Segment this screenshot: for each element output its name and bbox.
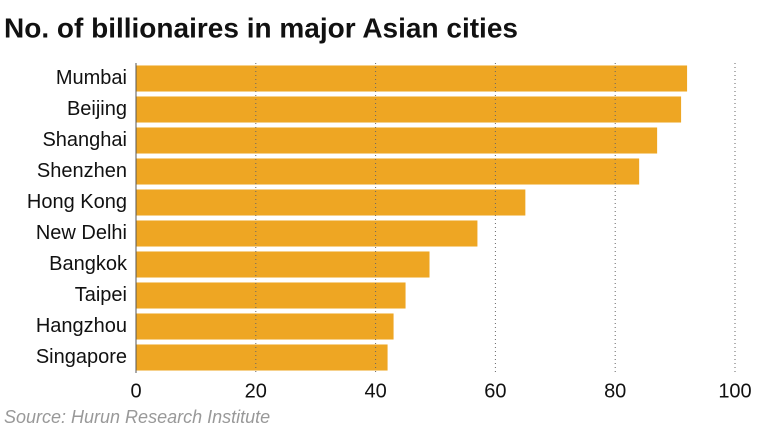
y-tick-label: Shanghai bbox=[42, 129, 127, 151]
y-tick-label: New Delhi bbox=[36, 222, 127, 244]
x-tick-label: 80 bbox=[604, 380, 626, 402]
bar bbox=[136, 344, 388, 371]
y-tick-label: Singapore bbox=[36, 346, 127, 368]
bar bbox=[136, 251, 430, 278]
y-tick-label: Hong Kong bbox=[27, 191, 127, 213]
chart-title: No. of billionaires in major Asian citie… bbox=[4, 12, 518, 43]
bar bbox=[136, 189, 526, 216]
x-tick-label: 20 bbox=[245, 380, 267, 402]
bar bbox=[136, 220, 478, 247]
y-tick-label: Beijing bbox=[67, 98, 127, 120]
y-tick-label: Mumbai bbox=[56, 67, 127, 89]
bar bbox=[136, 313, 394, 340]
bar bbox=[136, 127, 658, 154]
source-note: Source: Hurun Research Institute bbox=[4, 407, 270, 427]
x-tick-label: 40 bbox=[364, 380, 386, 402]
y-tick-label: Taipei bbox=[75, 284, 127, 306]
bar bbox=[136, 96, 682, 123]
bar bbox=[136, 65, 688, 92]
x-tick-label: 0 bbox=[130, 380, 141, 402]
x-tick-label: 100 bbox=[718, 380, 751, 402]
x-tick-label: 60 bbox=[484, 380, 506, 402]
y-tick-label: Shenzhen bbox=[37, 160, 127, 182]
y-tick-label: Bangkok bbox=[49, 253, 128, 275]
bar bbox=[136, 282, 406, 309]
bar bbox=[136, 158, 640, 185]
y-tick-label: Hangzhou bbox=[36, 315, 127, 337]
